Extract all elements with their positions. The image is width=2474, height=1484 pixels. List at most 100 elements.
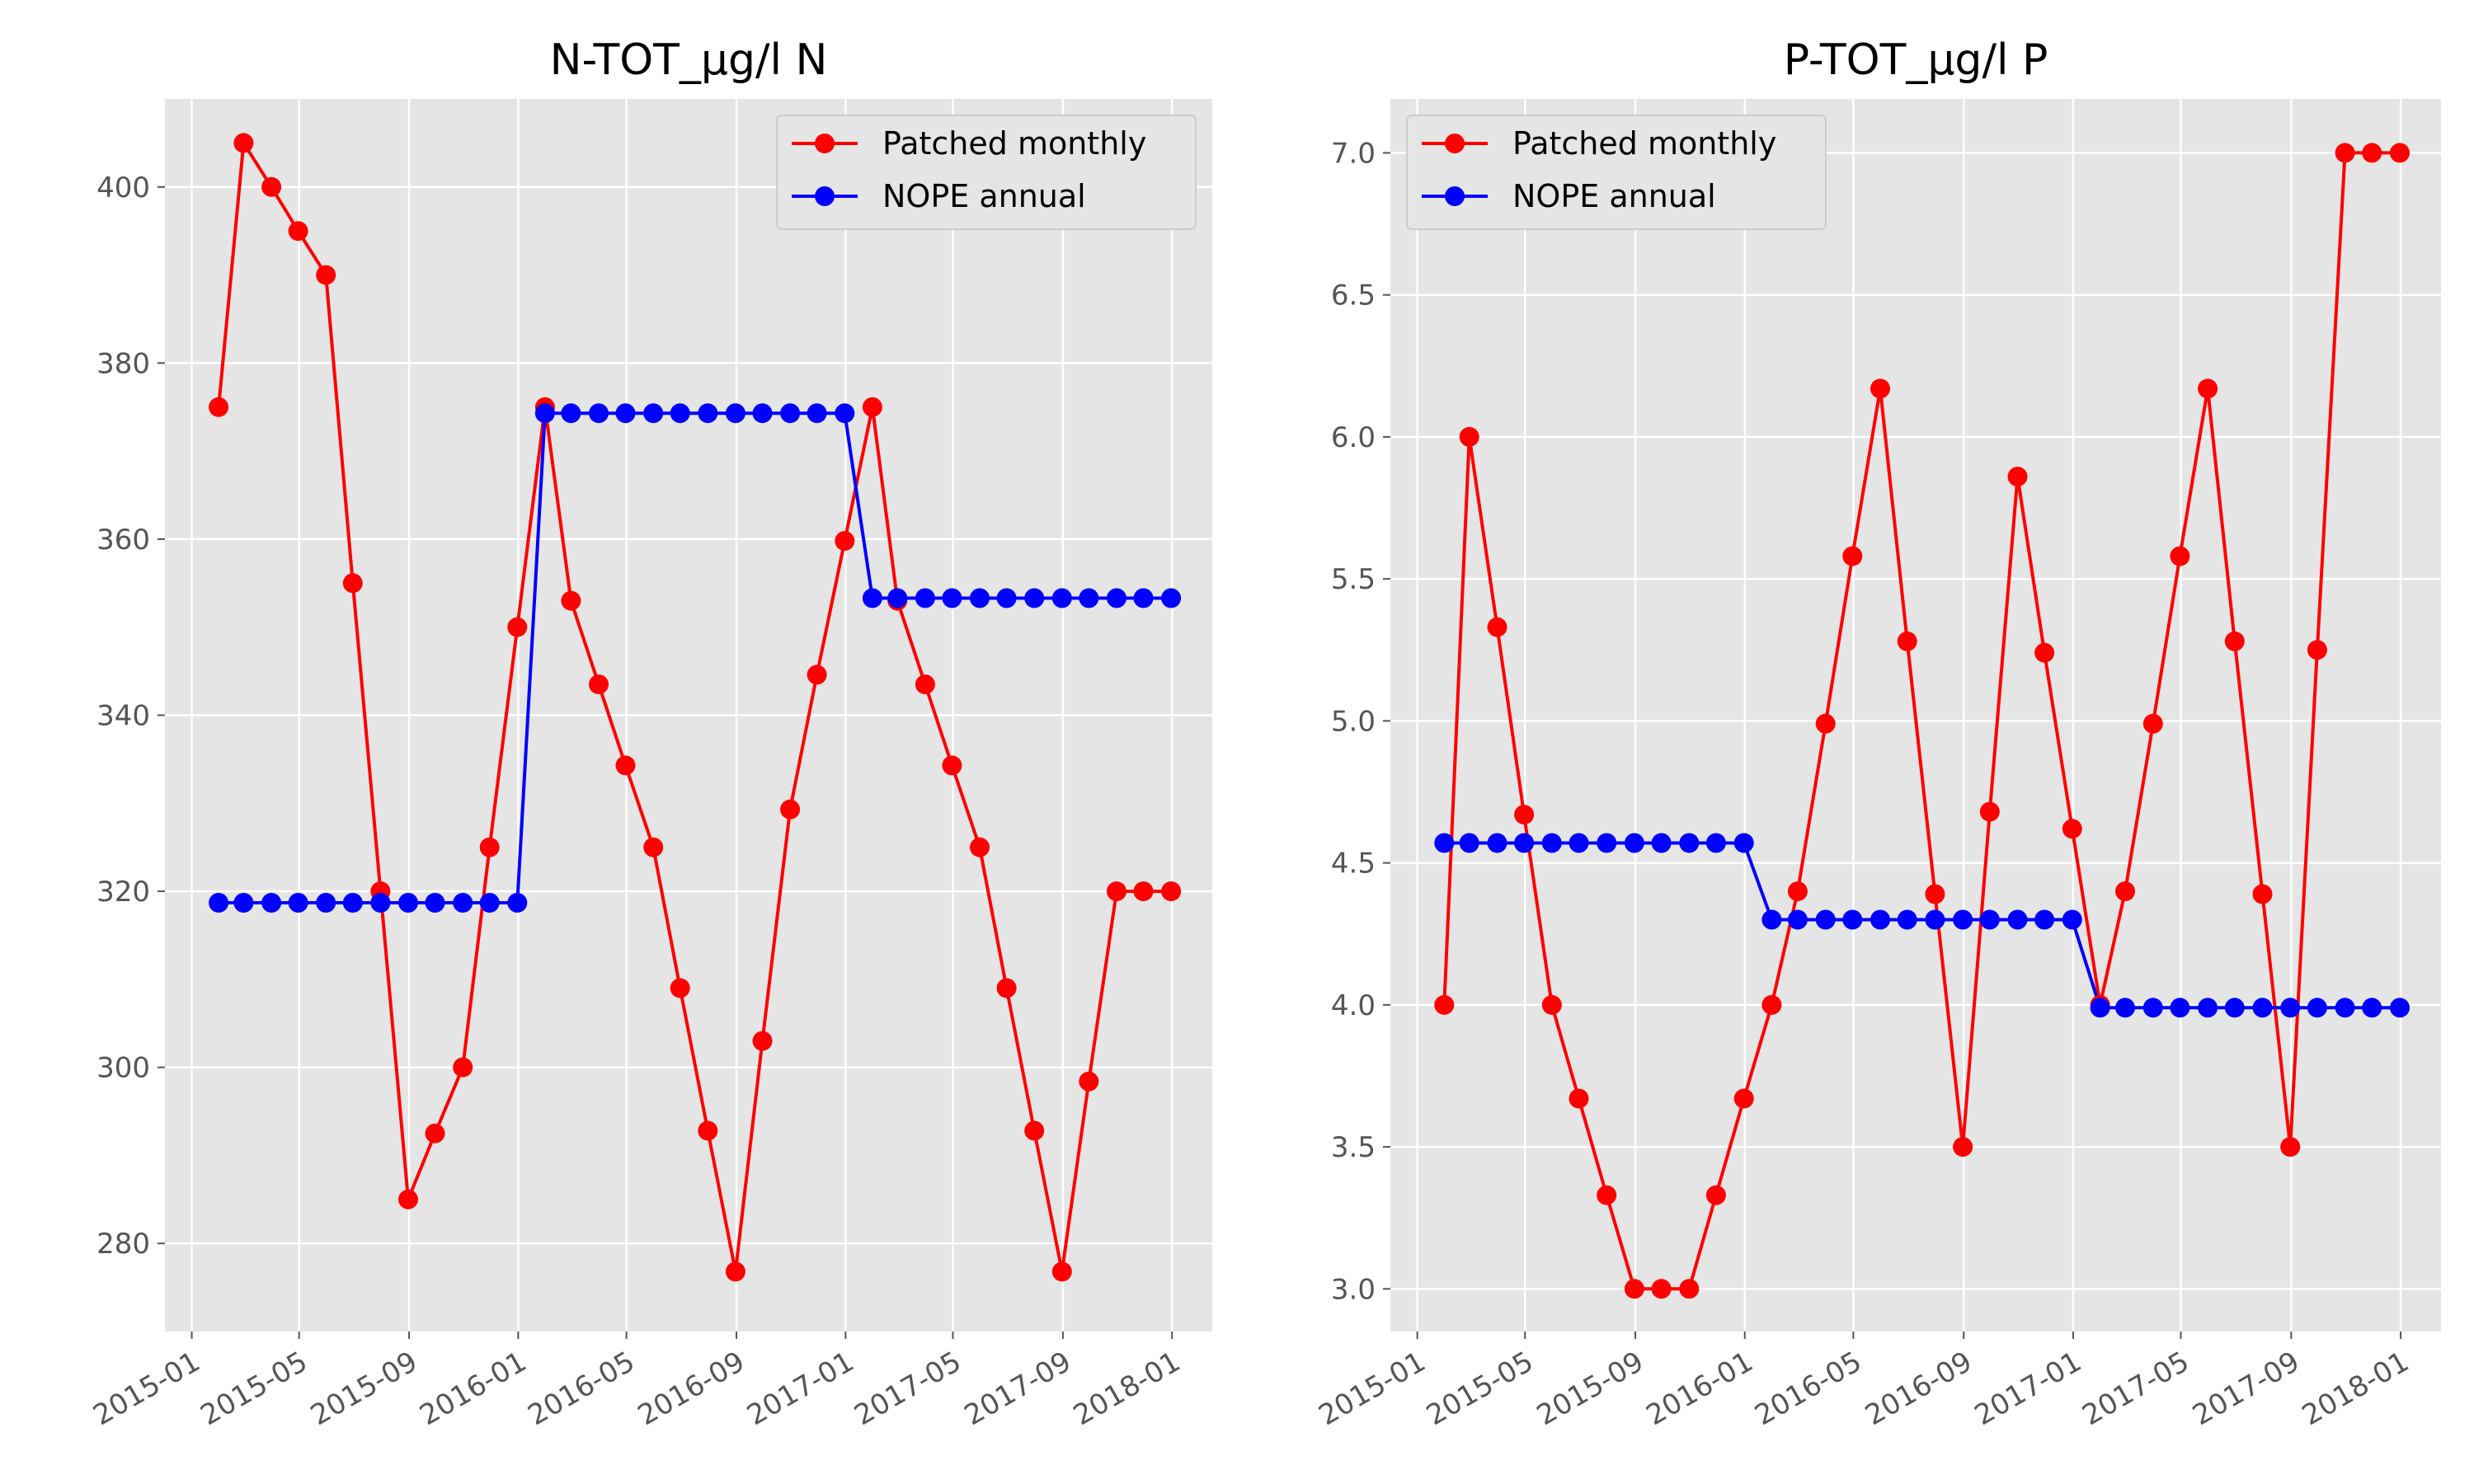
x-tick-label: 2017-01 bbox=[1969, 1345, 2087, 1433]
data-point bbox=[398, 893, 418, 913]
data-point bbox=[316, 893, 336, 913]
data-point bbox=[2007, 467, 2028, 487]
data-point bbox=[507, 893, 528, 913]
data-point bbox=[1079, 588, 1099, 608]
legend-entry-patched-monthly: Patched monthly bbox=[792, 125, 1146, 162]
data-point bbox=[996, 588, 1017, 608]
data-point bbox=[316, 265, 336, 285]
data-point bbox=[425, 1123, 445, 1144]
x-tick-label: 2015-09 bbox=[305, 1345, 423, 1433]
data-point bbox=[2362, 998, 2382, 1018]
data-point bbox=[2335, 998, 2355, 1018]
data-point bbox=[1161, 588, 1182, 608]
legend-label: Patched monthly bbox=[882, 125, 1146, 162]
data-point bbox=[1051, 1261, 1072, 1282]
x-tick-label: 2016-01 bbox=[1641, 1345, 1759, 1433]
data-point bbox=[1953, 909, 1973, 930]
data-point bbox=[1459, 426, 1479, 447]
x-tick-label: 2016-09 bbox=[1860, 1345, 1978, 1433]
data-point bbox=[1487, 617, 1507, 637]
series-layer bbox=[1434, 143, 2410, 1299]
y-tick-label: 3.0 bbox=[1331, 1273, 1376, 1306]
data-point bbox=[2307, 640, 2327, 660]
y-tick-label: 6.5 bbox=[1331, 279, 1376, 312]
data-point bbox=[1925, 909, 1945, 930]
data-point bbox=[615, 403, 636, 424]
data-point bbox=[1459, 833, 1479, 853]
x-tick-label: 2016-05 bbox=[522, 1345, 640, 1433]
data-point bbox=[752, 403, 773, 424]
y-tick-label: 400 bbox=[96, 171, 150, 204]
data-point bbox=[2007, 909, 2028, 930]
data-point bbox=[2307, 998, 2327, 1018]
legend-box bbox=[776, 115, 1197, 230]
data-point bbox=[589, 674, 609, 695]
x-tick-label: 2015-01 bbox=[1314, 1345, 1432, 1433]
data-point bbox=[1787, 909, 1808, 930]
data-point bbox=[835, 531, 855, 552]
data-point bbox=[1133, 588, 1154, 608]
data-point bbox=[643, 403, 664, 424]
x-tick-label: 2016-05 bbox=[1749, 1345, 1867, 1433]
data-point bbox=[261, 893, 282, 913]
data-point bbox=[1787, 881, 1808, 902]
data-point bbox=[807, 403, 827, 424]
x-tick-label: 2017-09 bbox=[959, 1345, 1077, 1433]
data-point bbox=[261, 176, 282, 197]
legend: Patched monthly NOPE annual bbox=[776, 115, 1197, 230]
legend-label: Patched monthly bbox=[1512, 125, 1776, 162]
data-point bbox=[2252, 884, 2273, 904]
data-point bbox=[1953, 1137, 1973, 1158]
legend-entry-nope-annual: NOPE annual bbox=[792, 178, 1086, 214]
gridlines bbox=[165, 99, 1212, 1331]
x-tick-label: 2017-09 bbox=[2187, 1345, 2305, 1433]
data-point bbox=[1679, 1279, 1700, 1299]
data-point bbox=[725, 1261, 745, 1282]
data-point bbox=[370, 893, 391, 913]
data-point bbox=[835, 403, 855, 424]
series-layer bbox=[209, 133, 1182, 1282]
data-point bbox=[1624, 1279, 1644, 1299]
data-point bbox=[1651, 833, 1672, 853]
data-point bbox=[1541, 994, 1562, 1015]
data-point bbox=[862, 397, 882, 417]
series-line-0 bbox=[1442, 151, 2400, 1291]
y-tick-label: 300 bbox=[96, 1052, 150, 1085]
data-point bbox=[2062, 909, 2082, 930]
x-tick-label: 2017-05 bbox=[2077, 1345, 2194, 1433]
data-point bbox=[507, 617, 528, 637]
x-tick-label: 2015-05 bbox=[1421, 1345, 1539, 1433]
data-point bbox=[534, 403, 555, 424]
data-point bbox=[615, 755, 636, 776]
data-point bbox=[1624, 833, 1644, 853]
x-tick-label: 2015-05 bbox=[195, 1345, 313, 1433]
data-point bbox=[2142, 998, 2163, 1018]
y-tick-label: 3.5 bbox=[1331, 1131, 1376, 1164]
data-point bbox=[2198, 998, 2218, 1018]
legend-marker bbox=[1445, 134, 1465, 153]
data-point bbox=[807, 665, 827, 685]
data-point bbox=[1133, 881, 1154, 902]
x-tick-label: 2017-01 bbox=[741, 1345, 859, 1433]
data-point bbox=[1597, 1185, 1617, 1205]
data-point bbox=[1651, 1279, 1672, 1299]
y-tick-label: 6.0 bbox=[1331, 421, 1376, 454]
legend-marker bbox=[815, 186, 835, 206]
y-tick-label: 5.0 bbox=[1331, 705, 1376, 738]
data-point bbox=[2252, 998, 2273, 1018]
data-point bbox=[209, 893, 229, 913]
y-tick-label: 4.0 bbox=[1331, 989, 1376, 1022]
data-point bbox=[725, 403, 745, 424]
data-point bbox=[2115, 881, 2135, 902]
y-tick-label: 280 bbox=[96, 1228, 150, 1261]
data-point bbox=[2090, 998, 2110, 1018]
data-point bbox=[453, 1057, 473, 1078]
data-point bbox=[342, 573, 363, 594]
data-point bbox=[670, 403, 690, 424]
data-point bbox=[398, 1189, 418, 1209]
data-point bbox=[942, 588, 962, 608]
y-tick-label: 4.5 bbox=[1331, 848, 1376, 881]
x-tick-label: 2018-01 bbox=[1068, 1345, 1186, 1433]
data-point bbox=[1815, 713, 1836, 734]
